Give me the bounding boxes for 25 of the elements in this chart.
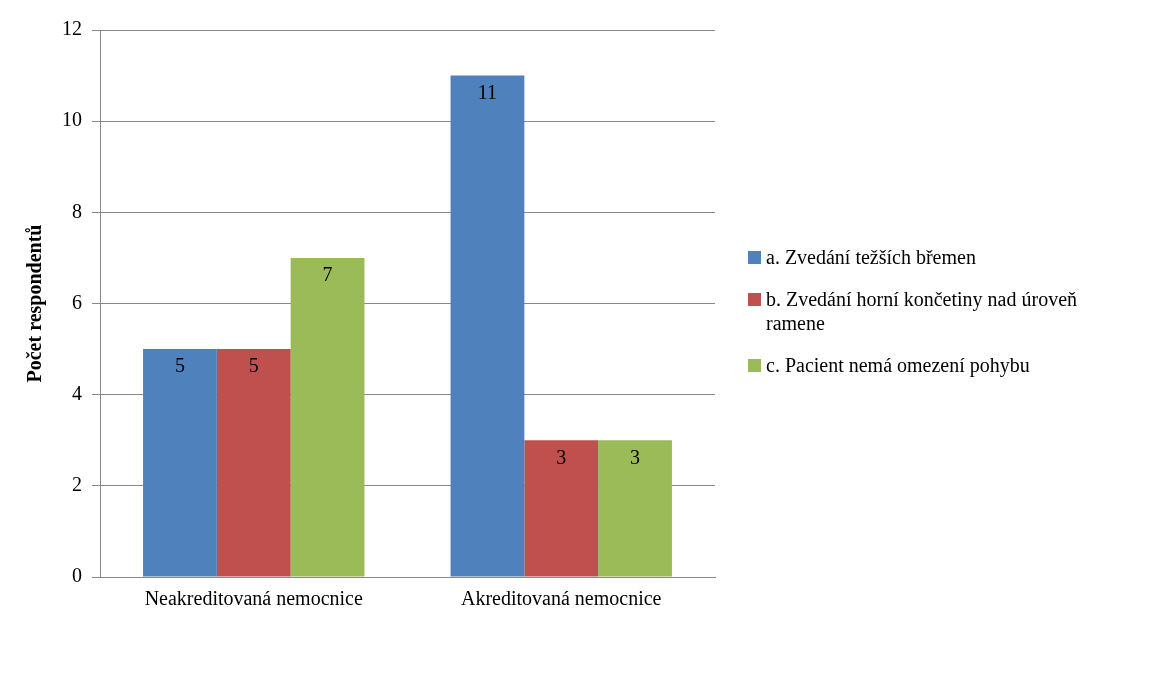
y-tick-label: 10	[62, 108, 82, 131]
data-label: 11	[477, 80, 498, 103]
data-label: 3	[556, 445, 567, 468]
data-label: 7	[322, 263, 333, 286]
y-tick-label: 8	[72, 199, 82, 222]
legend-label: a. Zvedání težších břemen	[766, 245, 976, 269]
legend-label: b. Zvedání horní končetiny nad úroveň ramene	[766, 287, 1078, 335]
data-label: 3	[630, 445, 641, 468]
y-tick-label: 12	[62, 17, 82, 40]
bar	[290, 257, 365, 577]
y-tick-label: 6	[72, 290, 82, 313]
legend-label: c. Pacient nemá omezení pohybu	[766, 353, 1030, 377]
y-tick-label: 2	[72, 473, 82, 496]
y-axis-title: Počet respondentů	[23, 224, 47, 383]
y-tick-label: 0	[72, 564, 82, 587]
bar	[598, 440, 672, 577]
x-tick-label: Neakreditovaná nemocnice	[144, 587, 363, 610]
bar	[216, 349, 291, 577]
y-tick-label: 4	[72, 381, 82, 404]
bar	[524, 440, 599, 577]
x-tick-label: Akreditovaná nemocnice	[461, 587, 662, 610]
bar	[143, 349, 217, 577]
bar	[450, 75, 525, 577]
data-label: 5	[248, 354, 259, 377]
data-label: 5	[174, 354, 185, 377]
